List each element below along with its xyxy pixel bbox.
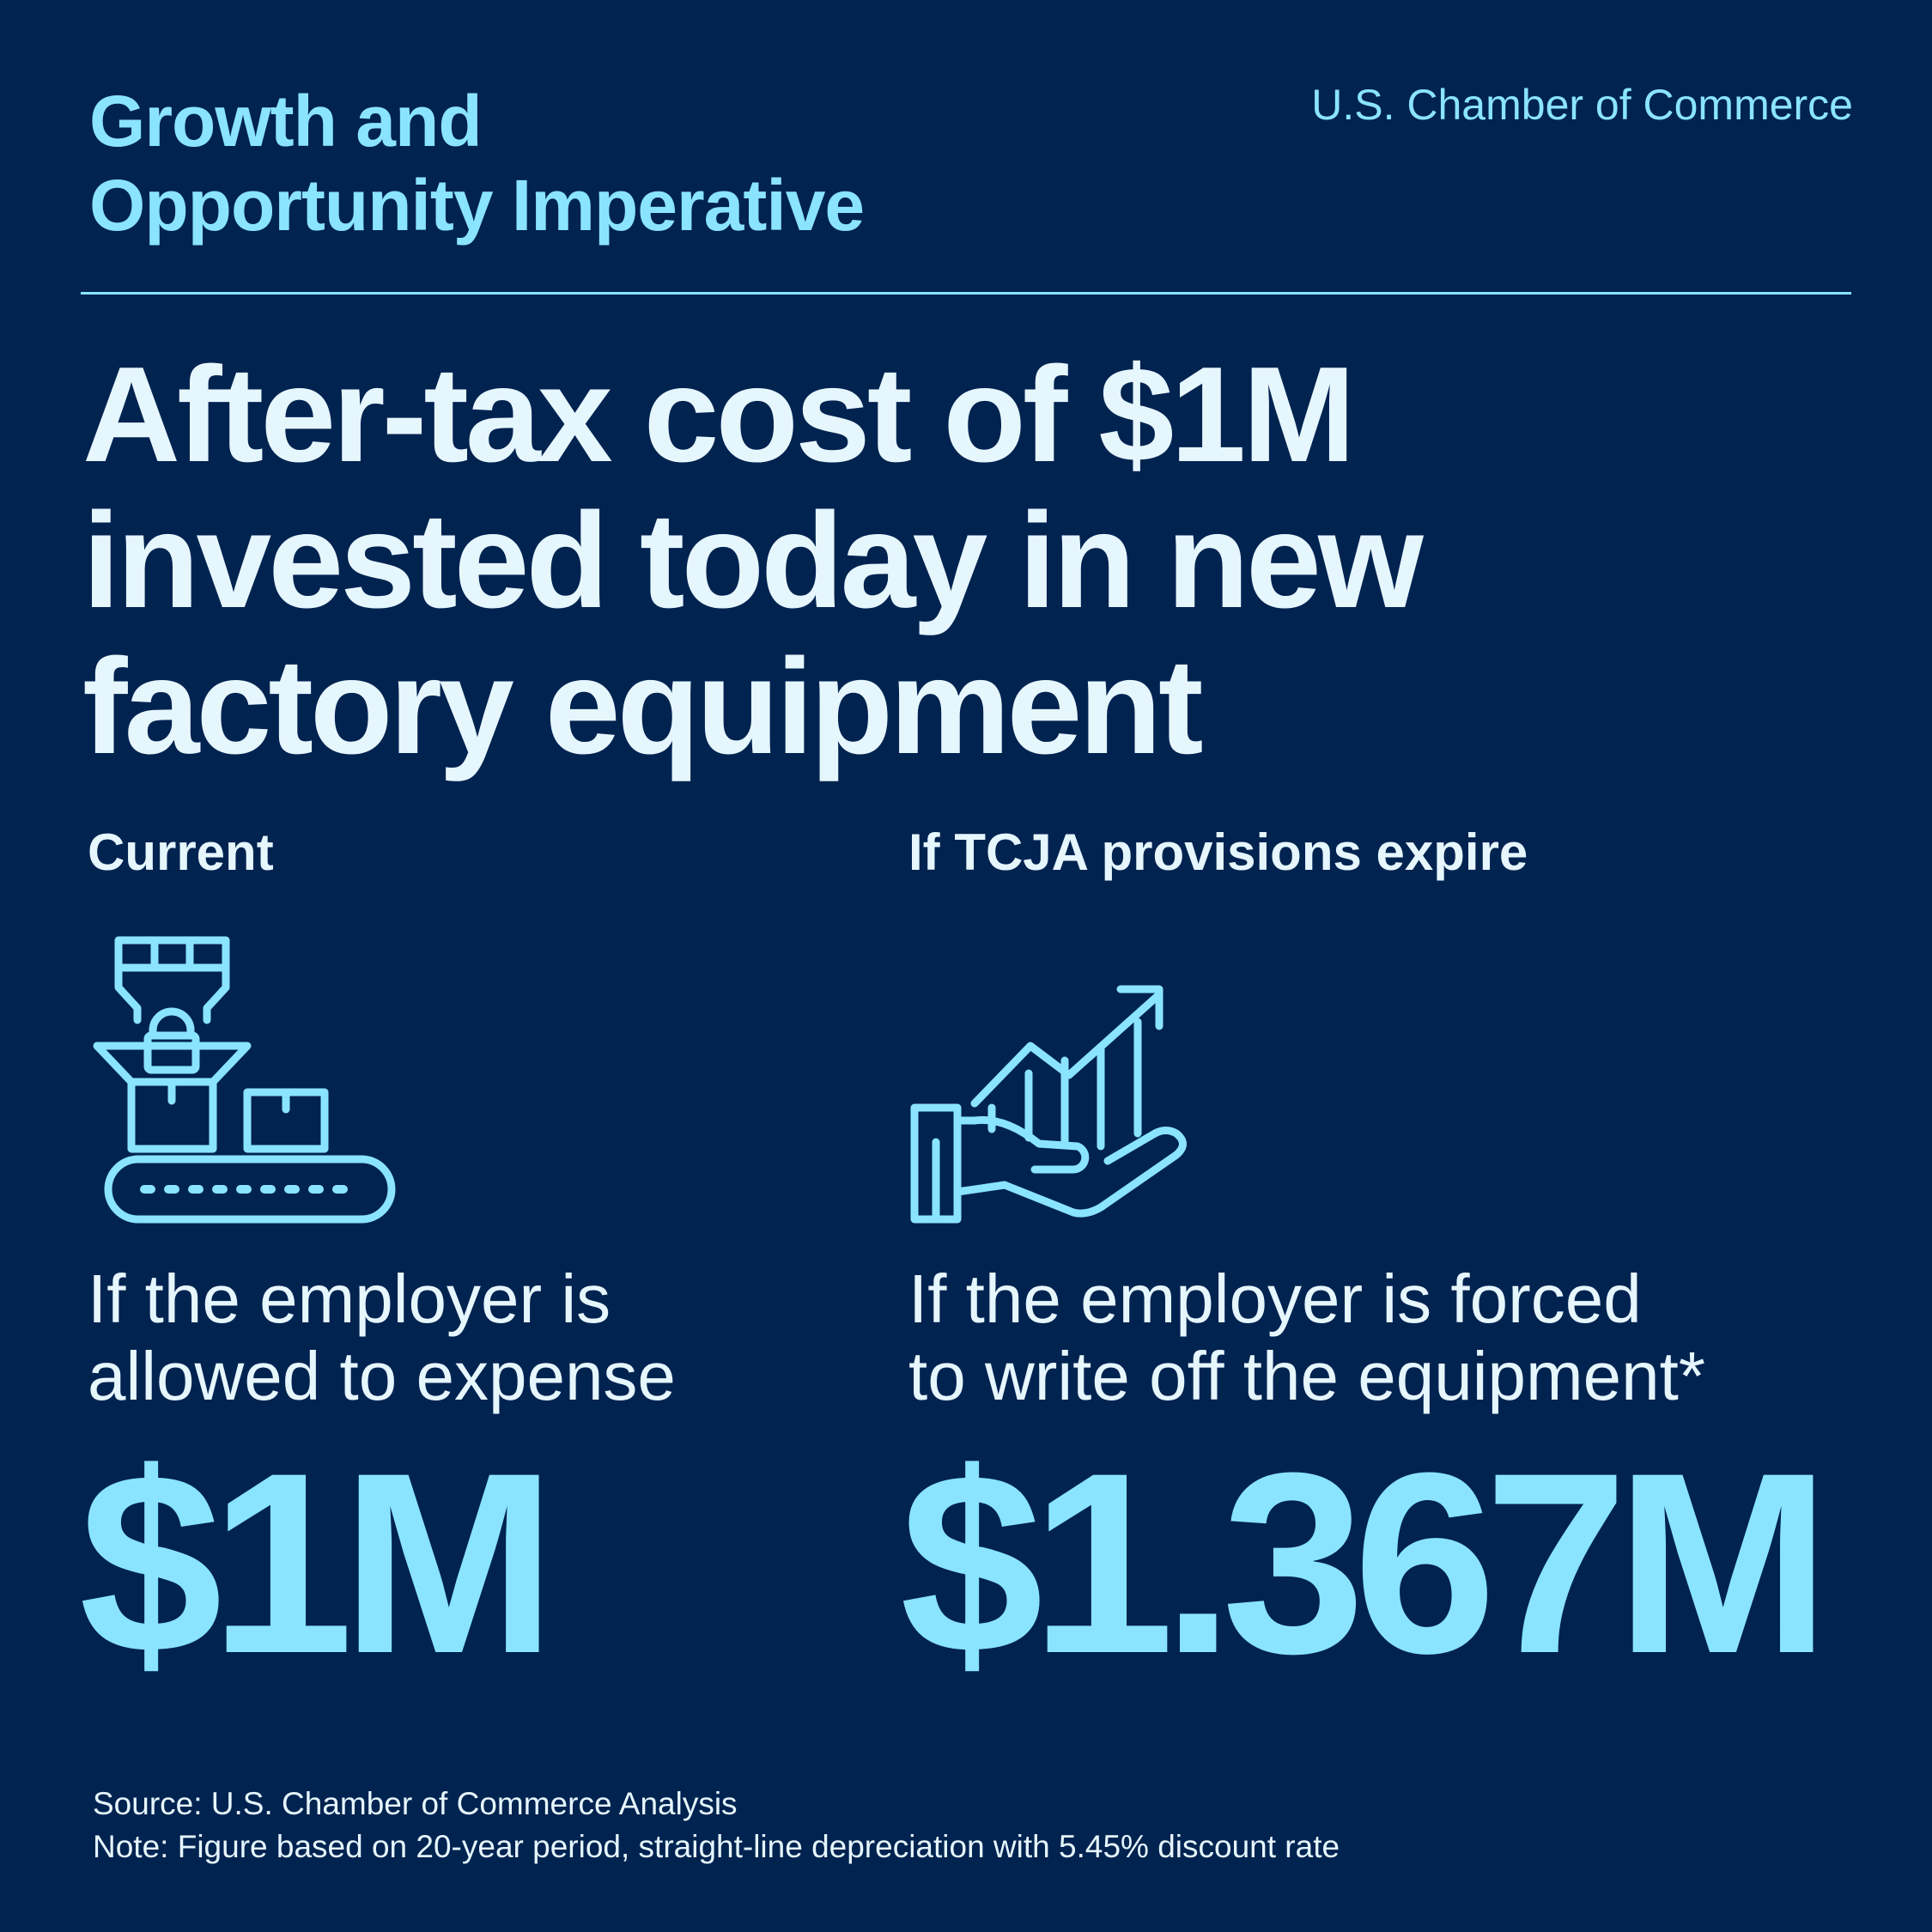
headline-line3: factory equipment [82,631,1204,782]
expire-description-line2: to write off the equipment* [908,1338,1705,1414]
expire-value: $1.367M [900,1419,1830,1707]
current-value: $1M [79,1419,556,1707]
organization-name: U.S. Chamber of Commerce [1311,81,1853,129]
headline-line2: invested today in new [82,485,1424,636]
headline-line1: After-tax cost of $1M [82,339,1356,490]
current-description: If the employer is allowed to expense [88,1261,998,1415]
source-note: Source: U.S. Chamber of Commerce Analysi… [93,1786,738,1821]
current-description-line2: allowed to expense [88,1338,676,1414]
current-description-line1: If the employer is [88,1261,611,1337]
series-title-line2: Opportunity Imperative [89,165,865,246]
series-title: Growth and Opportunity Imperative [89,79,865,247]
header-divider [81,292,1851,295]
current-heading: Current [88,823,274,881]
expire-description: If the employer is forced to write off t… [908,1261,1819,1415]
series-title-line1: Growth and [89,81,483,161]
headline: After-tax cost of $1M invested today in … [82,342,1714,780]
expire-description-line1: If the employer is forced [908,1261,1642,1337]
hand-growth-chart-icon [910,979,1194,1228]
expire-heading: If TCJA provisions expire [908,823,1528,881]
footnotes: Source: U.S. Chamber of Commerce Analysi… [93,1783,1340,1868]
conveyor-factory-icon [93,936,402,1228]
methodology-note: Note: Figure based on 20-year period, st… [93,1829,1340,1864]
